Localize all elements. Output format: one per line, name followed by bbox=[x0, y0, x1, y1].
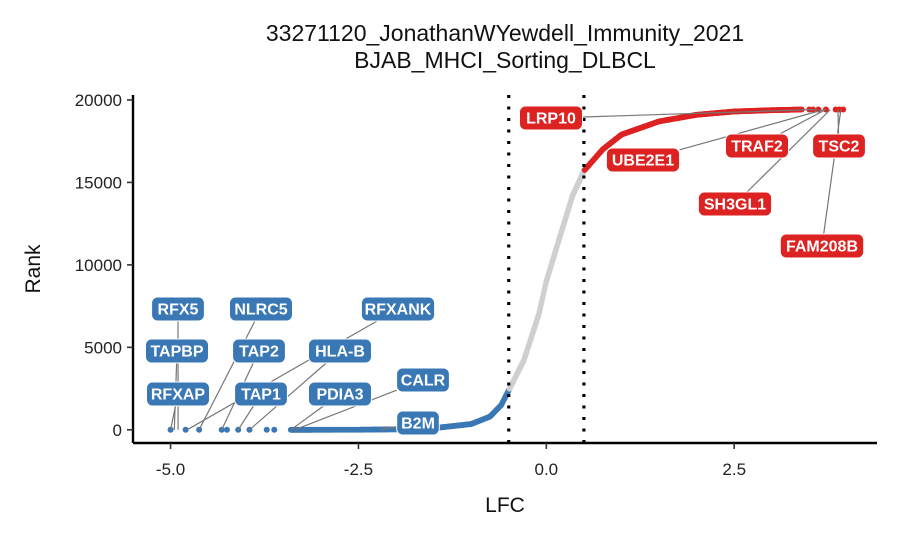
gene-label: TAP2 bbox=[232, 338, 286, 364]
leader-line bbox=[779, 108, 827, 135]
gene-label: RFXANK bbox=[360, 296, 436, 322]
gene-label-text: FAM208B bbox=[786, 239, 858, 256]
ticks-layer: -5.0 -2.5 0.0 2.5 0 5000 10000 15000 20000 bbox=[75, 91, 746, 479]
gene-label-text: PDIA3 bbox=[316, 387, 363, 404]
gene-label-box bbox=[812, 133, 866, 159]
gene-label-text: CALR bbox=[401, 373, 446, 390]
gene-label: TRAF2 bbox=[725, 133, 789, 159]
gene-label: RFXAP bbox=[146, 381, 210, 407]
gene-label-text: TAPBP bbox=[150, 344, 203, 361]
y-axis-title: Rank bbox=[22, 244, 45, 294]
gene-label-box bbox=[725, 133, 789, 159]
gene-label-text: TAP1 bbox=[241, 387, 281, 404]
gene-label-text: NLRC5 bbox=[234, 302, 287, 319]
y-tick-label: 5000 bbox=[84, 338, 122, 357]
data-point bbox=[840, 106, 847, 113]
gene-label-text: RFXANK bbox=[365, 302, 432, 319]
gene-label-text: TRAF2 bbox=[731, 139, 783, 156]
x-axis-title: LFC bbox=[485, 494, 525, 517]
gene-label-box bbox=[308, 381, 372, 407]
leader-line bbox=[380, 426, 397, 431]
y-tick-label: 0 bbox=[113, 421, 122, 440]
leader-line bbox=[237, 405, 254, 431]
gene-label-box bbox=[232, 338, 286, 364]
data-point bbox=[218, 426, 225, 433]
gene-label-box bbox=[396, 410, 440, 436]
gene-label: SH3GL1 bbox=[697, 191, 773, 217]
gene-label: RFX5 bbox=[151, 296, 205, 322]
data-point bbox=[167, 426, 174, 433]
gene-label-box bbox=[146, 381, 210, 407]
gene-label: UBE2E1 bbox=[605, 147, 681, 173]
leader-line bbox=[170, 405, 177, 430]
gene-label-box bbox=[234, 381, 288, 407]
gene-label: PDIA3 bbox=[308, 381, 372, 407]
leader-line bbox=[290, 405, 324, 431]
x-tick-label: -5.0 bbox=[156, 460, 185, 479]
gene-label: HLA-B bbox=[308, 338, 372, 364]
axes-layer bbox=[131, 95, 877, 445]
gene-label-text: UBE2E1 bbox=[612, 153, 674, 170]
leader-line bbox=[198, 320, 256, 431]
gene-label-box bbox=[151, 296, 205, 322]
gene-label-box bbox=[605, 147, 681, 173]
gene-label-text: SH3GL1 bbox=[704, 197, 766, 214]
gene-label: TAPBP bbox=[145, 338, 209, 364]
data-point bbox=[182, 426, 189, 433]
leader-line bbox=[582, 108, 817, 118]
gene-label-text: RFX5 bbox=[158, 302, 199, 319]
gene-label: TSC2 bbox=[812, 133, 866, 159]
gene-label-text: TAP2 bbox=[239, 344, 279, 361]
gene-label-box bbox=[145, 338, 209, 364]
data-point bbox=[223, 426, 230, 433]
gene-label: NLRC5 bbox=[229, 296, 293, 322]
gene-label-text: RFXAP bbox=[151, 387, 206, 404]
gene-label-box bbox=[308, 338, 372, 364]
gene-label-text: LRP10 bbox=[526, 111, 576, 128]
y-tick-label: 10000 bbox=[75, 256, 122, 275]
gene-label: TAP1 bbox=[234, 381, 288, 407]
gene-label-text: TSC2 bbox=[819, 139, 860, 156]
x-tick-label: 2.5 bbox=[722, 460, 746, 479]
gene-label-box bbox=[697, 191, 773, 217]
gene-label-box bbox=[779, 233, 865, 259]
chart-subtitle: BJAB_MHCI_Sorting_DLBCL bbox=[354, 47, 656, 73]
gene-label: FAM208B bbox=[779, 233, 865, 259]
leader-line bbox=[679, 108, 825, 151]
threshold-lines bbox=[507, 95, 586, 443]
gene-label: LRP10 bbox=[519, 105, 583, 131]
y-tick-label: 20000 bbox=[75, 91, 122, 110]
leader-line bbox=[294, 389, 397, 431]
y-tick-label: 15000 bbox=[75, 173, 122, 192]
gene-label-box bbox=[396, 367, 450, 393]
gene-label-box bbox=[229, 296, 293, 322]
leader-line bbox=[186, 320, 378, 431]
gene-label: B2M bbox=[396, 410, 440, 436]
gene-label-text: HLA-B bbox=[315, 344, 365, 361]
gene-labels-layer: RFX5 TAPBP RFXAP NLRC5 TAP2 TAP1 RFXANK HLA-B PD… bbox=[145, 105, 866, 436]
gene-label-box bbox=[519, 105, 583, 131]
gene-label-box bbox=[360, 296, 436, 322]
data-point bbox=[271, 426, 278, 433]
gene-label: CALR bbox=[396, 367, 450, 393]
data-point bbox=[263, 426, 270, 433]
chart-title: 33271120_JonathanWYewdell_Immunity_2021 bbox=[266, 20, 744, 46]
leader-line bbox=[823, 109, 842, 235]
x-tick-label: 0.0 bbox=[535, 460, 559, 479]
x-tick-label: -2.5 bbox=[344, 460, 373, 479]
gene-label-text: B2M bbox=[401, 416, 435, 433]
